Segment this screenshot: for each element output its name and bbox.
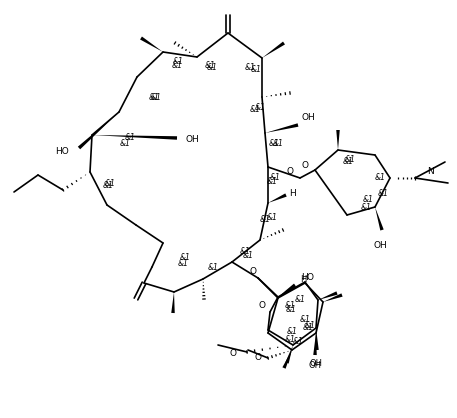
- Polygon shape: [315, 328, 319, 350]
- Text: &1: &1: [180, 253, 191, 263]
- Text: O: O: [255, 352, 261, 362]
- Text: &1: &1: [250, 66, 261, 74]
- Text: N: N: [427, 168, 433, 176]
- Text: &1: &1: [250, 105, 260, 115]
- Polygon shape: [336, 130, 340, 150]
- Text: O: O: [259, 301, 266, 309]
- Text: OH: OH: [373, 240, 387, 250]
- Text: &1: &1: [105, 178, 116, 188]
- Text: &1: &1: [102, 181, 113, 189]
- Text: &1: &1: [345, 155, 356, 165]
- Text: &1: &1: [239, 247, 250, 257]
- Text: H: H: [290, 189, 297, 197]
- Text: &1: &1: [205, 61, 215, 69]
- Text: &1: &1: [377, 189, 388, 197]
- Text: &1: &1: [244, 64, 255, 72]
- Text: OH: OH: [309, 359, 323, 369]
- Text: &1: &1: [120, 138, 130, 148]
- Text: &1: &1: [272, 138, 283, 148]
- Polygon shape: [140, 36, 163, 52]
- Text: &1: &1: [266, 178, 277, 186]
- Text: &1: &1: [207, 64, 218, 72]
- Text: &1: &1: [361, 202, 372, 212]
- Polygon shape: [171, 292, 175, 313]
- Text: &1: &1: [304, 321, 315, 329]
- Polygon shape: [318, 291, 338, 300]
- Text: OH: OH: [301, 114, 315, 122]
- Polygon shape: [285, 345, 293, 364]
- Text: &1: &1: [303, 324, 314, 332]
- Text: &1: &1: [150, 94, 161, 102]
- Text: &1: &1: [270, 173, 281, 183]
- Text: &1: &1: [243, 252, 254, 260]
- Text: &1: &1: [292, 337, 303, 347]
- Text: &1: &1: [269, 140, 279, 148]
- Text: &1: &1: [286, 306, 297, 314]
- Text: HO: HO: [55, 148, 69, 156]
- Text: &1: &1: [295, 296, 305, 304]
- Polygon shape: [268, 194, 287, 203]
- Text: &1: &1: [178, 258, 188, 268]
- Polygon shape: [323, 293, 343, 302]
- Polygon shape: [313, 333, 317, 355]
- Text: &1: &1: [362, 196, 373, 204]
- Text: OH: OH: [185, 135, 199, 143]
- Polygon shape: [78, 112, 119, 149]
- Polygon shape: [265, 123, 298, 133]
- Polygon shape: [278, 283, 296, 297]
- Text: O: O: [250, 268, 256, 276]
- Text: &1: &1: [285, 336, 295, 344]
- Text: &1: &1: [266, 214, 277, 222]
- Text: &1: &1: [207, 263, 218, 272]
- Polygon shape: [262, 41, 285, 58]
- Text: &1: &1: [287, 327, 298, 336]
- Text: O: O: [302, 161, 308, 170]
- Text: OH: OH: [308, 360, 322, 370]
- Polygon shape: [375, 207, 384, 230]
- Text: H: H: [300, 275, 306, 285]
- Text: &1: &1: [260, 216, 271, 224]
- Text: &1: &1: [255, 104, 266, 112]
- Text: O: O: [287, 166, 293, 176]
- Polygon shape: [92, 135, 177, 140]
- Text: &1: &1: [125, 133, 135, 143]
- Text: &1: &1: [299, 316, 310, 324]
- Text: &1: &1: [285, 301, 295, 309]
- Text: &1: &1: [171, 61, 182, 69]
- Text: &1: &1: [375, 173, 385, 183]
- Text: &1: &1: [149, 92, 159, 102]
- Polygon shape: [282, 350, 292, 369]
- Text: O: O: [229, 349, 237, 357]
- Text: &1: &1: [343, 158, 353, 166]
- Text: O: O: [307, 273, 314, 281]
- Text: &1: &1: [173, 58, 183, 66]
- Text: H: H: [302, 273, 308, 283]
- Polygon shape: [278, 285, 296, 298]
